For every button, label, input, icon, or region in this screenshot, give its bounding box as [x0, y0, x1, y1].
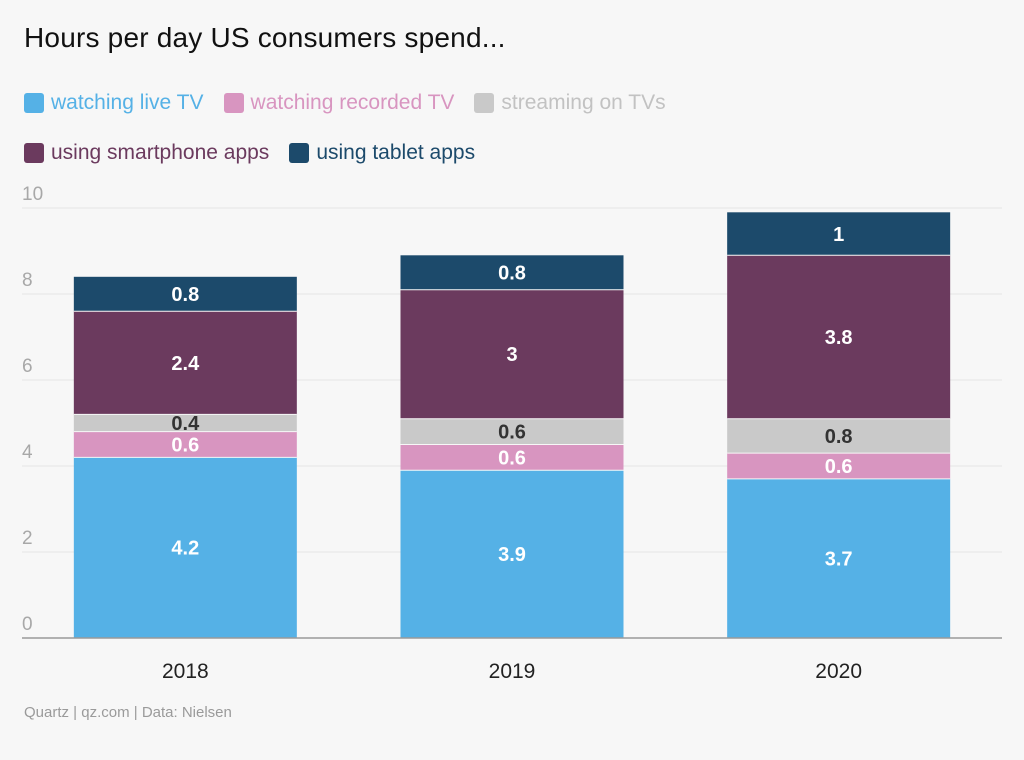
- data-label: 3.8: [825, 327, 853, 349]
- bar-segment[interactable]: [73, 457, 297, 638]
- bar-segment[interactable]: [73, 431, 297, 458]
- bar-segment[interactable]: [727, 255, 951, 419]
- bar-segment[interactable]: [727, 478, 951, 638]
- y-tick-label: 0: [22, 614, 33, 635]
- legend-swatch-tablet-apps: [289, 143, 310, 163]
- bar-segment[interactable]: [727, 453, 951, 479]
- x-tick-label: 2019: [489, 660, 536, 683]
- data-label: 3: [506, 344, 517, 366]
- data-label: 0.6: [171, 435, 199, 457]
- data-labels: 4.20.60.42.40.83.90.60.630.83.70.60.83.8…: [171, 224, 852, 571]
- legend-item-live-tv[interactable]: watching live TV: [24, 90, 204, 116]
- data-label: 0.4: [171, 413, 200, 435]
- data-label: 0.6: [498, 447, 526, 469]
- bar-segment[interactable]: [400, 418, 624, 445]
- legend-label-tablet-apps: using tablet apps: [316, 141, 476, 164]
- legend-swatch-recorded-tv: [223, 93, 244, 113]
- y-tick-label: 6: [22, 356, 33, 377]
- bars: [73, 212, 951, 638]
- data-label: 3.9: [498, 544, 526, 566]
- legend-item-recorded-tv[interactable]: watching recorded TV: [223, 90, 455, 116]
- bar-segment[interactable]: [400, 289, 624, 419]
- legend-item-tablet-apps[interactable]: using tablet apps: [289, 140, 475, 166]
- bar-segment[interactable]: [73, 276, 297, 312]
- bar-segment[interactable]: [73, 414, 297, 432]
- data-label: 0.8: [825, 426, 853, 448]
- data-label: 1: [833, 224, 844, 246]
- y-tick-label: 8: [22, 270, 33, 291]
- bar-segment[interactable]: [73, 311, 297, 415]
- bar-segment[interactable]: [727, 212, 951, 256]
- y-tick-label: 4: [22, 442, 33, 463]
- source-note: Quartz | qz.com | Data: Nielsen: [24, 704, 232, 721]
- legend-label-streaming: streaming on TVs: [501, 91, 666, 114]
- legend-label-recorded-tv: watching recorded TV: [250, 91, 455, 114]
- legend-swatch-streaming: [474, 93, 495, 113]
- data-label: 0.6: [498, 422, 526, 444]
- legend-swatch-live-tv: [24, 93, 44, 113]
- data-label: 2.4: [171, 353, 200, 375]
- data-label: 0.8: [171, 284, 199, 306]
- legend-label-live-tv: watching live TV: [51, 91, 204, 114]
- data-label: 3.7: [825, 548, 853, 570]
- legend-item-streaming[interactable]: streaming on TVs: [474, 90, 666, 116]
- chart-legend: watching live TV watching recorded TV st…: [24, 90, 1004, 166]
- legend-item-smartphone-apps[interactable]: using smartphone apps: [24, 140, 269, 166]
- data-label: 0.8: [498, 263, 526, 285]
- legend-swatch-smartphone-apps: [24, 143, 44, 163]
- data-label: 4.2: [171, 538, 199, 560]
- x-tick-label: 2020: [815, 660, 862, 683]
- data-label: 0.6: [825, 456, 853, 478]
- chart-title: Hours per day US consumers spend...: [24, 22, 506, 53]
- legend-label-smartphone-apps: using smartphone apps: [51, 141, 270, 164]
- x-tick-label: 2018: [162, 660, 209, 683]
- bar-segment[interactable]: [727, 418, 951, 454]
- y-tick-label: 10: [22, 184, 43, 205]
- bar-segment[interactable]: [400, 444, 624, 471]
- x-axis-ticks: 2018 2019 2020: [162, 660, 862, 683]
- bar-segment[interactable]: [400, 255, 624, 290]
- bar-segment[interactable]: [400, 470, 624, 638]
- y-axis-ticks: 0 2 4 6 8 10: [22, 184, 43, 635]
- y-tick-label: 2: [22, 528, 33, 549]
